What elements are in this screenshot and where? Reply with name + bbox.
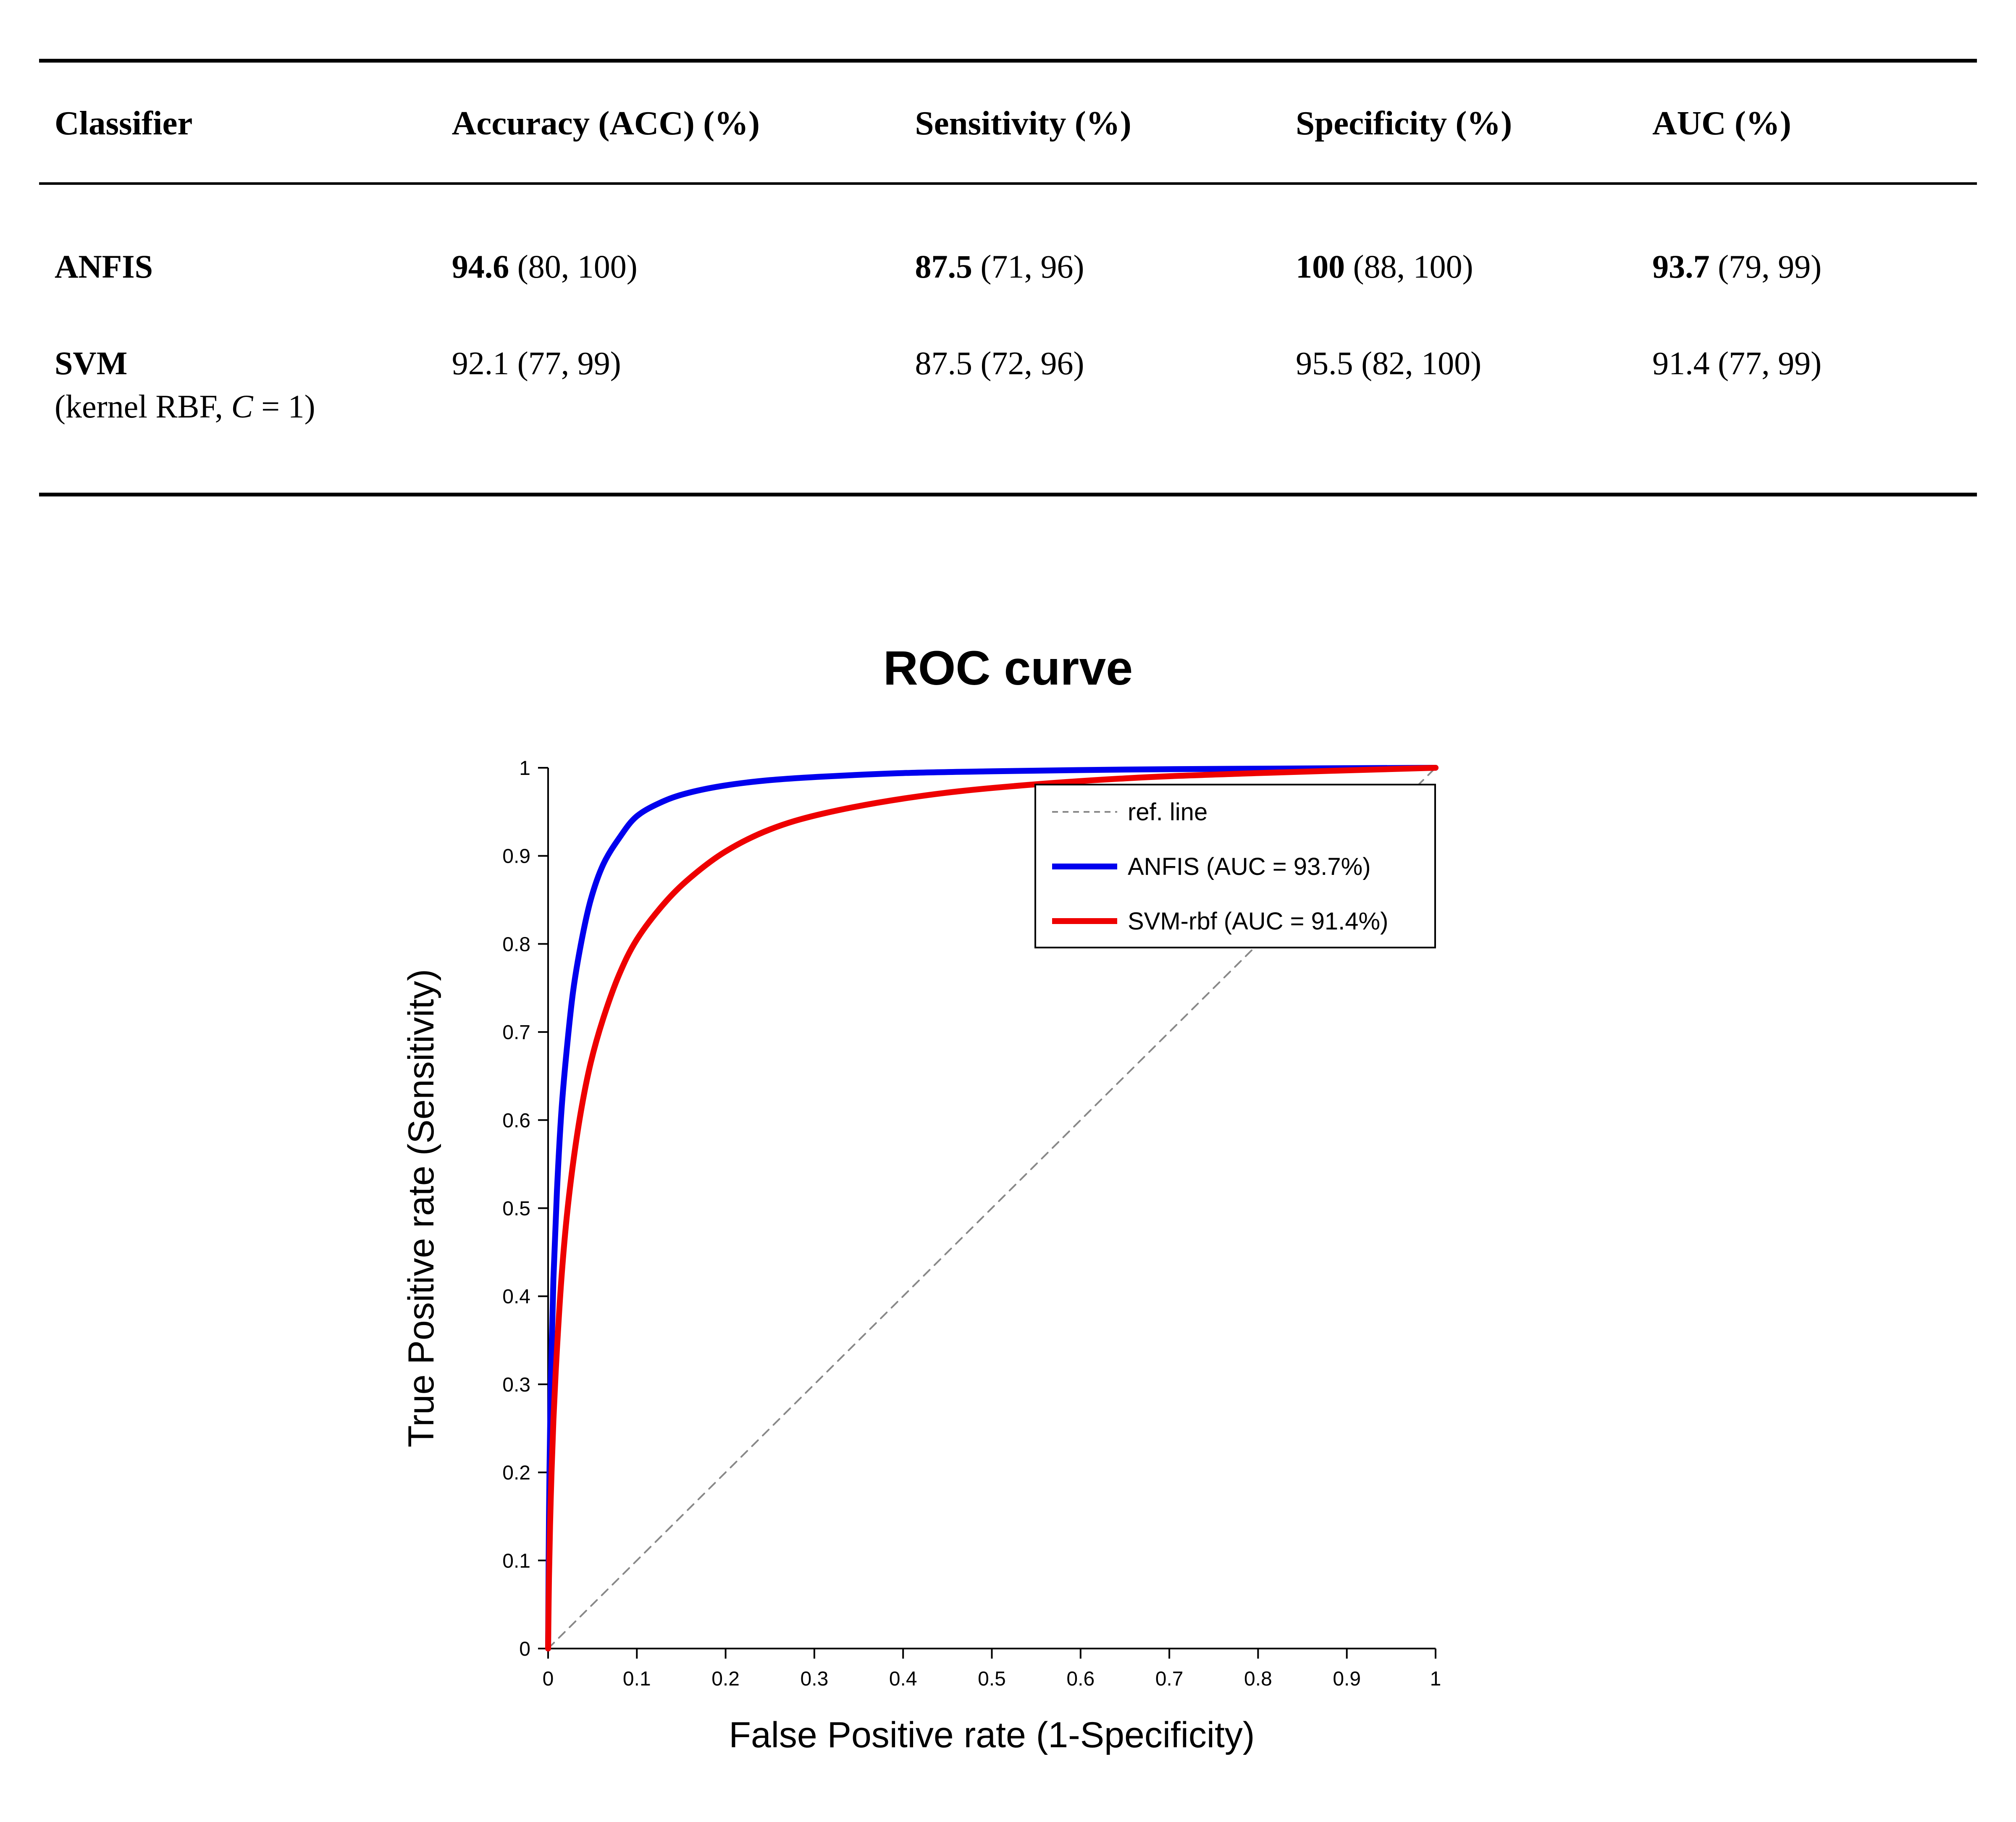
x-tick-label: 0.2 — [711, 1668, 740, 1690]
sublabel-suffix: = 1) — [253, 388, 315, 425]
chart-title: ROC curve — [883, 641, 1133, 696]
value: 91.4 — [1652, 344, 1710, 381]
legend-label-anfis: ANFIS (AUC = 93.7%) — [1128, 853, 1371, 880]
series-anfis — [545, 765, 1438, 1652]
confidence-interval: (88, 100) — [1353, 248, 1473, 285]
cell-sensitivity: 87.5 (72, 96) — [915, 344, 1296, 382]
y-tick-label: 1 — [519, 757, 530, 780]
confidence-interval: (82, 100) — [1361, 344, 1482, 381]
value: 94.6 — [452, 248, 509, 285]
value: 87.5 — [915, 344, 973, 381]
row-label: ANFIS — [55, 248, 153, 285]
y-tick-label: 0.6 — [502, 1110, 530, 1132]
confidence-interval: (79, 99) — [1718, 248, 1822, 285]
col-header-auc: AUC (%) — [1652, 104, 1791, 142]
cell-specificity: 100 (88, 100) — [1296, 248, 1652, 286]
y-tick-label: 0.4 — [502, 1286, 530, 1308]
confidence-interval: (77, 99) — [1718, 344, 1822, 381]
cell-auc: 91.4 (77, 99) — [1652, 344, 1977, 382]
y-tick-label: 0.2 — [502, 1462, 530, 1484]
y-tick-label: 0.3 — [502, 1374, 530, 1396]
value: 87.5 — [915, 248, 973, 285]
row-label: SVM — [55, 344, 128, 381]
axes: 0 0.1 0.2 0.3 0.4 0.5 0.6 0.7 0.8 0.9 1 0 0.1 0.2 0.3 0… — [502, 757, 1441, 1690]
legend: ref. line ANFIS (AUC = 93.7%) SVM-rbf (AUC… — [1034, 784, 1436, 949]
x-tick-label: 0.8 — [1244, 1668, 1272, 1690]
y-tick-label: 0.5 — [502, 1198, 530, 1220]
confidence-interval: (80, 100) — [517, 248, 638, 285]
y-tick-label: 0.7 — [502, 1021, 530, 1044]
col-header-classifier: Classifier — [55, 104, 193, 142]
results-table: Classifier Accuracy (ACC) (%) Sensitivit… — [39, 59, 1977, 497]
y-tick-label: 0 — [519, 1638, 530, 1660]
x-tick-label: 0.5 — [978, 1668, 1006, 1690]
x-tick-label: 0.6 — [1066, 1668, 1095, 1690]
y-tick-label: 0.1 — [502, 1550, 530, 1572]
roc-chart-canvas: 0 0.1 0.2 0.3 0.4 0.5 0.6 0.7 0.8 0.9 1 0 0.1 0.2 0.3 0… — [401, 757, 1441, 1755]
confidence-interval: (71, 96) — [980, 248, 1084, 285]
table-row-svm: SVM (kernel RBF, C = 1) 92.1 (77, 99) 87… — [39, 315, 1977, 493]
value: 92.1 — [452, 344, 509, 381]
table-row-anfis: ANFIS 94.6 (80, 100) 87.5 (71, 96) 100 (… — [39, 185, 1977, 315]
y-axis-label: True Positive rate (Sensitivity) — [403, 969, 441, 1447]
sublabel-prefix: (kernel RBF, — [55, 388, 231, 425]
y-tick-label: 0.8 — [502, 934, 530, 956]
x-tick-label: 0 — [543, 1668, 554, 1690]
x-tick-label: 0.9 — [1333, 1668, 1361, 1690]
value: 100 — [1296, 248, 1345, 285]
x-tick-label: 0.1 — [623, 1668, 651, 1690]
roc-chart: 0 0.1 0.2 0.3 0.4 0.5 0.6 0.7 0.8 0.9 1 0 0.1 0.2 0.3 0… — [401, 731, 1495, 1781]
cell-auc: 93.7 (79, 99) — [1652, 248, 1977, 286]
table-header-row: Classifier Accuracy (ACC) (%) Sensitivit… — [39, 63, 1977, 185]
y-tick-label: 0.9 — [502, 845, 530, 868]
legend-label-ref-line: ref. line — [1128, 798, 1208, 826]
col-header-accuracy: Accuracy (ACC) (%) — [452, 104, 760, 142]
series-ref-line — [547, 767, 1436, 1650]
cell-accuracy: 92.1 (77, 99) — [452, 344, 915, 382]
confidence-interval: (72, 96) — [980, 344, 1084, 381]
col-header-specificity: Specificity (%) — [1296, 104, 1512, 142]
cell-specificity: 95.5 (82, 100) — [1296, 344, 1652, 382]
value: 93.7 — [1652, 248, 1710, 285]
legend-label-svm-rbf: SVM-rbf (AUC = 91.4%) — [1128, 908, 1388, 935]
x-tick-label: 0.3 — [801, 1668, 829, 1690]
confidence-interval: (77, 99) — [517, 344, 621, 381]
x-axis-label: False Positive rate (1-Specificity) — [729, 1715, 1255, 1755]
row-label-group: SVM (kernel RBF, C = 1) — [39, 344, 452, 425]
col-header-sensitivity: Sensitivity (%) — [915, 104, 1131, 142]
x-tick-label: 0.4 — [889, 1668, 917, 1690]
cell-accuracy: 94.6 (80, 100) — [452, 248, 915, 286]
row-sublabel: (kernel RBF, C = 1) — [55, 388, 439, 425]
cell-sensitivity: 87.5 (71, 96) — [915, 248, 1296, 286]
x-tick-label: 1 — [1430, 1668, 1441, 1690]
sublabel-italic: C — [231, 388, 253, 425]
value: 95.5 — [1296, 344, 1353, 381]
x-tick-label: 0.7 — [1155, 1668, 1184, 1690]
